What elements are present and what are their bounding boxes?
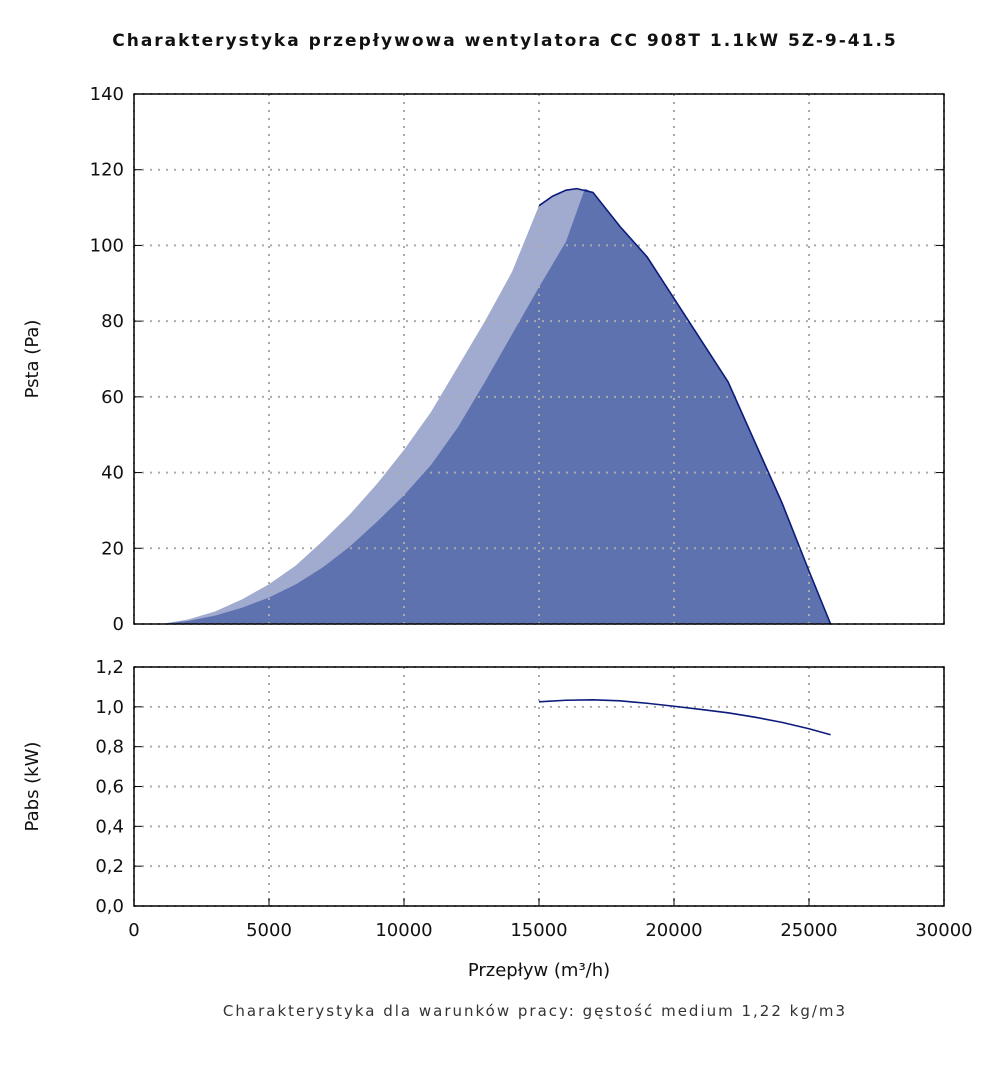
- plot-frame: [133, 93, 945, 625]
- x-tick-label: 20000: [645, 920, 702, 941]
- y-tick-label: 60: [101, 387, 124, 408]
- x-tick-label: 5000: [246, 920, 292, 941]
- x-axis-label: Przepływ (m³/h): [468, 960, 610, 981]
- y-tick-label: 0,6: [95, 777, 124, 798]
- area: [161, 188, 831, 624]
- y-tick-label: 0,8: [95, 737, 124, 758]
- line: [538, 187, 832, 625]
- chart-title: Charakterystyka przepływowa wentylatora …: [112, 31, 898, 51]
- x-tick-label: 30000: [915, 920, 972, 941]
- y-tick-label: 140: [90, 84, 124, 105]
- y-tick-label: 40: [101, 463, 124, 484]
- y-tick-label: 80: [101, 311, 124, 332]
- x-tick-label: 0: [128, 920, 139, 941]
- y-axis-label: Psta (Pa): [22, 320, 43, 399]
- y-tick-label: 100: [90, 235, 124, 256]
- y-tick-label: 120: [90, 160, 124, 181]
- footnote: Charakterystyka dla warunków pracy: gęst…: [223, 1002, 847, 1020]
- y-axis-label: Pabs (kW): [22, 742, 43, 832]
- y-tick-label: 0,4: [95, 816, 124, 837]
- y-tick-label: 0,2: [95, 856, 124, 877]
- y-tick-label: 1,2: [95, 657, 124, 678]
- y-tick-label: 0,0: [95, 896, 124, 917]
- y-tick-label: 0: [113, 614, 124, 635]
- line: [538, 699, 831, 736]
- x-tick-label: 25000: [780, 920, 837, 941]
- x-tick-label: 10000: [375, 920, 432, 941]
- y-tick-label: 1,0: [95, 697, 124, 718]
- y-tick-label: 20: [101, 538, 124, 559]
- x-tick-label: 15000: [510, 920, 567, 941]
